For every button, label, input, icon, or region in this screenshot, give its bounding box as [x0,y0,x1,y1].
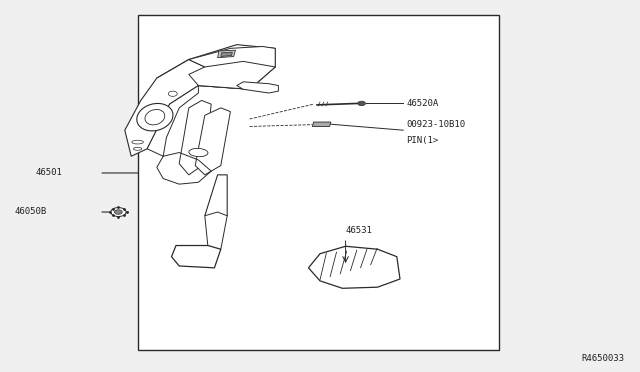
Polygon shape [308,246,400,288]
Polygon shape [157,45,275,104]
Circle shape [115,210,122,214]
Text: 46050B: 46050B [14,207,46,216]
Polygon shape [147,86,198,156]
Polygon shape [125,60,205,156]
Circle shape [111,208,126,217]
Text: PIN(1>: PIN(1> [406,136,438,145]
Polygon shape [172,246,221,268]
Text: 46520A: 46520A [406,99,438,108]
Text: 46531: 46531 [346,226,372,235]
Polygon shape [218,50,236,58]
Polygon shape [195,108,230,175]
Polygon shape [237,82,278,93]
Ellipse shape [189,148,208,157]
Polygon shape [312,122,331,126]
Polygon shape [221,52,232,57]
Text: R4650033: R4650033 [581,355,624,363]
Polygon shape [179,100,211,175]
Polygon shape [189,46,275,89]
Polygon shape [205,175,227,221]
Ellipse shape [134,147,142,150]
Polygon shape [205,212,227,249]
Polygon shape [189,61,275,89]
Text: 46501: 46501 [35,168,62,177]
Ellipse shape [132,140,143,144]
Circle shape [168,91,177,96]
Text: 00923-10B10: 00923-10B10 [406,121,465,129]
Bar [138,15,499,350]
Ellipse shape [145,109,164,125]
Ellipse shape [137,103,173,131]
Circle shape [358,101,365,106]
